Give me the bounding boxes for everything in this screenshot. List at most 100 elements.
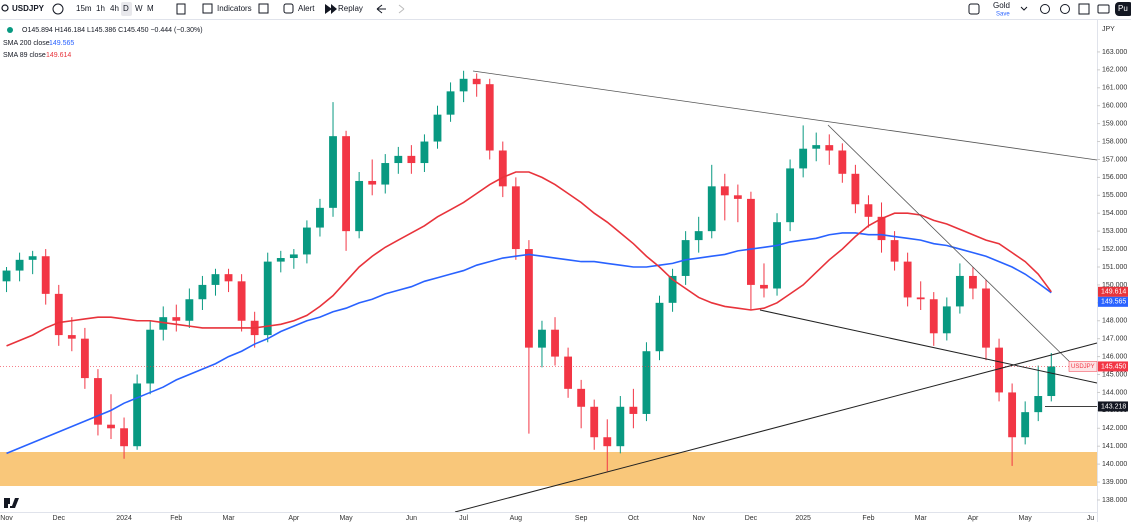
support-zone (0, 452, 1097, 486)
redo[interactable] (398, 4, 405, 14)
x-tick-label: Sep (575, 515, 588, 522)
candle-body (224, 274, 233, 282)
x-tick-label: Dec (745, 515, 758, 522)
candle-body (146, 329, 155, 384)
candle-body (485, 84, 494, 151)
candle-body (877, 216, 886, 241)
x-tick-label: Feb (170, 515, 182, 522)
y-tick-label: 150.000 (1102, 282, 1127, 289)
add-symbol[interactable] (52, 3, 64, 15)
candle-body (812, 145, 821, 149)
candle-body (629, 406, 638, 414)
interval[interactable]: M (147, 4, 154, 13)
plot (0, 70, 1097, 472)
interval[interactable]: 1h (96, 4, 105, 13)
x-tick-label: 2024 (116, 515, 132, 522)
publish[interactable]: Pu (1118, 4, 1128, 13)
legend-value: 149.614 (46, 52, 71, 59)
alert[interactable]: Alert (298, 4, 315, 13)
legend: O145.894 H146.184 L145.386 C145.450 −0.4… (3, 27, 203, 59)
candle-body (198, 284, 207, 300)
candle-body (368, 180, 377, 185)
sma-tag-label: 149.565 (1101, 299, 1126, 306)
y-tick-label: 141.000 (1102, 443, 1127, 450)
symbol-tag (1068, 361, 1098, 372)
settings[interactable] (1060, 4, 1070, 14)
candle-body (903, 261, 912, 298)
y-tick-label: 152.000 (1102, 246, 1127, 253)
trend-line (472, 70, 1098, 161)
candle-body (864, 204, 873, 217)
interval[interactable]: D (123, 4, 129, 13)
y-tick-label: 146.000 (1102, 353, 1127, 360)
candle-body (760, 284, 768, 289)
sma-tag-label: 149.614 (1101, 289, 1126, 296)
sma-line (6, 171, 1052, 347)
x-tick-label: Nov (0, 515, 13, 522)
candle-body (237, 281, 246, 321)
undo[interactable] (376, 4, 386, 14)
y-tick-label: 155.000 (1102, 192, 1127, 199)
candle-body (799, 148, 808, 169)
candle-body (982, 288, 990, 348)
candle-body (211, 274, 220, 285)
layout-menu[interactable] (1020, 6, 1028, 11)
candle-body (159, 317, 168, 330)
layout-icon[interactable] (968, 3, 980, 15)
drawings (454, 70, 1098, 513)
candle-body (694, 231, 703, 241)
fullscreen[interactable] (1078, 3, 1090, 15)
replay[interactable]: Replay (338, 4, 363, 13)
templates-icon[interactable] (258, 3, 269, 14)
candle-body (942, 306, 951, 334)
axes: 138.000139.000140.000141.000142.000143.0… (0, 49, 1128, 522)
y-tick-label: 151.000 (1102, 264, 1127, 271)
x-tick-label: Oct (628, 515, 639, 522)
candle-body (276, 258, 285, 262)
price-tag-label: 145.450 (1101, 363, 1126, 370)
legend-entry[interactable]: SMA 200 close (3, 40, 50, 47)
legend-value: 149.565 (49, 40, 74, 47)
x-tick-label: Mar (915, 515, 928, 522)
candle-body (2, 270, 11, 282)
publish-button[interactable] (1115, 2, 1131, 16)
symbol[interactable]: USDJPY (12, 4, 45, 13)
y-tick-label: 163.000 (1102, 49, 1127, 56)
search-icon[interactable] (1, 4, 9, 12)
candle-body (133, 383, 142, 447)
candle-body (185, 299, 194, 321)
interval[interactable]: 15m (76, 4, 92, 13)
quick-search[interactable] (1040, 4, 1050, 14)
save[interactable]: Save (996, 12, 1010, 18)
candle-body (263, 261, 272, 336)
trend-line (827, 124, 1079, 371)
candle-body (929, 299, 938, 334)
currency: JPY (1102, 26, 1115, 33)
replay-icon[interactable] (325, 4, 337, 14)
layout-name[interactable]: Gold (993, 1, 1010, 10)
candle-body (955, 275, 964, 307)
candle-body (446, 91, 455, 115)
ohlc: O145.894 H146.184 L145.386 C145.450 −0.4… (22, 27, 203, 34)
x-tick-label: Ju (1087, 515, 1095, 522)
sma-line (6, 232, 1052, 455)
alert-icon[interactable] (283, 3, 294, 14)
logo (4, 498, 19, 508)
candle-body (107, 424, 115, 429)
candle-body (172, 317, 181, 321)
snapshot[interactable] (1097, 4, 1110, 14)
interval[interactable]: W (135, 4, 143, 13)
candle-body (381, 163, 390, 185)
interval[interactable]: 4h (110, 4, 119, 13)
status-dot (7, 27, 13, 33)
candle-body (838, 150, 847, 174)
x-tick-label: Aug (510, 515, 523, 522)
chart-type-icon[interactable] (176, 3, 186, 15)
legend-entry[interactable]: SMA 89 close (3, 52, 46, 59)
y-tick-label: 158.000 (1102, 138, 1127, 145)
indicators-icon[interactable] (202, 3, 213, 14)
y-tick-label: 142.000 (1102, 425, 1127, 432)
candle-body (1021, 412, 1030, 438)
candle-body (15, 259, 24, 271)
indicators[interactable]: Indicators (217, 4, 252, 13)
